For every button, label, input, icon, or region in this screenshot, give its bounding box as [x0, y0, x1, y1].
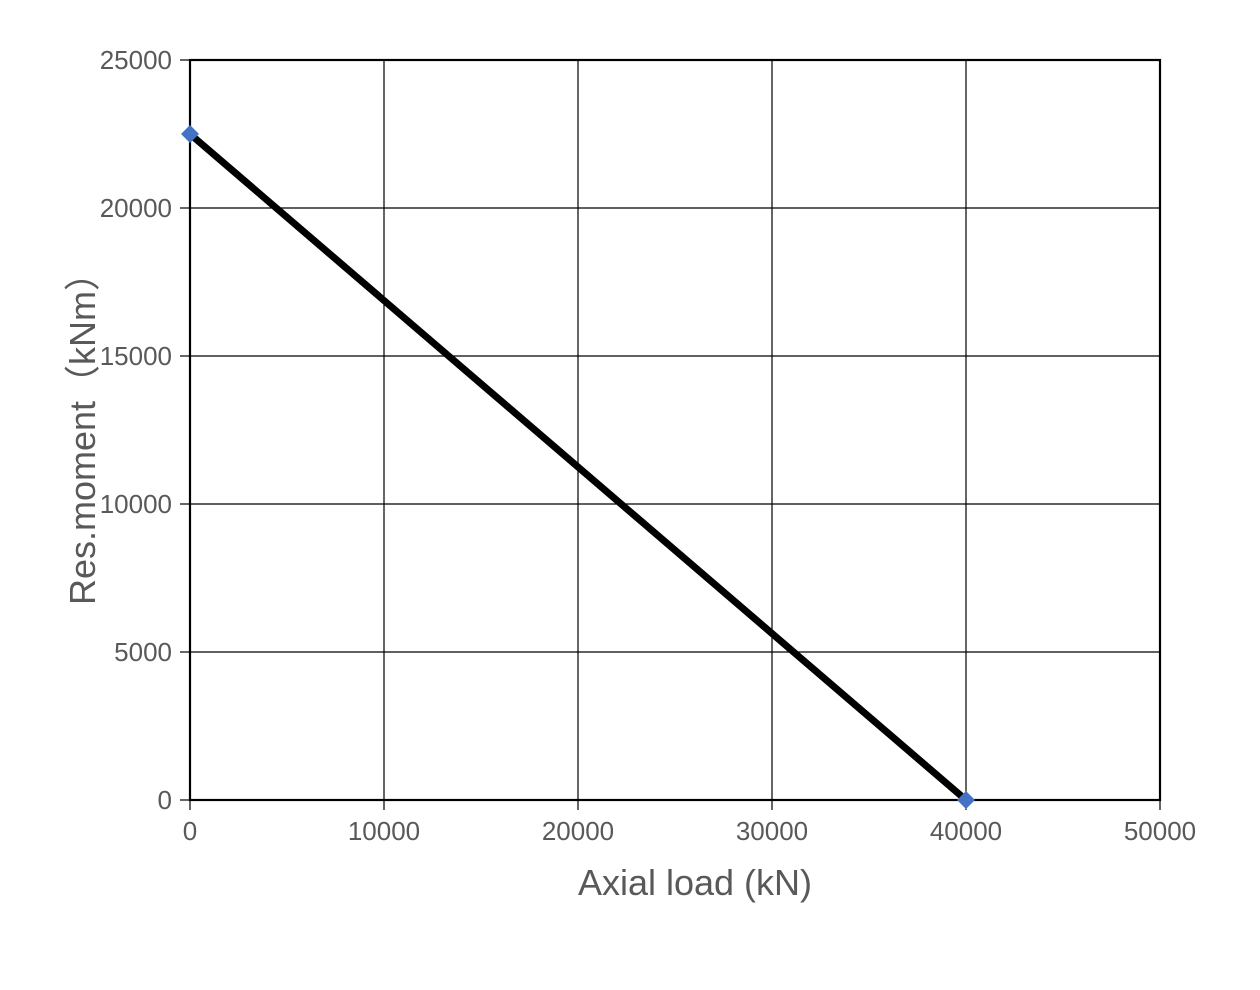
page: 0 10000 20000 30000 40000 50000 0 5000 10000 1500… [0, 0, 1260, 990]
x-tick-label: 50000 [1124, 816, 1196, 846]
x-tick-label: 30000 [736, 816, 808, 846]
x-axis-label: Axial load (kN) [578, 862, 812, 903]
y-axis-label: Res.moment（kNm） [62, 255, 103, 605]
x-tick-label: 0 [183, 816, 197, 846]
x-tick-label: 40000 [930, 816, 1002, 846]
y-tick-label: 5000 [114, 637, 172, 667]
chart-svg: 0 10000 20000 30000 40000 50000 0 5000 10000 1500… [60, 40, 1200, 950]
y-tick-label: 10000 [100, 489, 172, 519]
y-tick-label: 15000 [100, 341, 172, 371]
y-tick-label: 0 [158, 785, 172, 815]
x-tick-label: 20000 [542, 816, 614, 846]
y-tick-label: 20000 [100, 193, 172, 223]
x-tick-label: 10000 [348, 816, 420, 846]
y-tick-label: 25000 [100, 45, 172, 75]
chart-container: 0 10000 20000 30000 40000 50000 0 5000 10000 1500… [60, 40, 1200, 950]
